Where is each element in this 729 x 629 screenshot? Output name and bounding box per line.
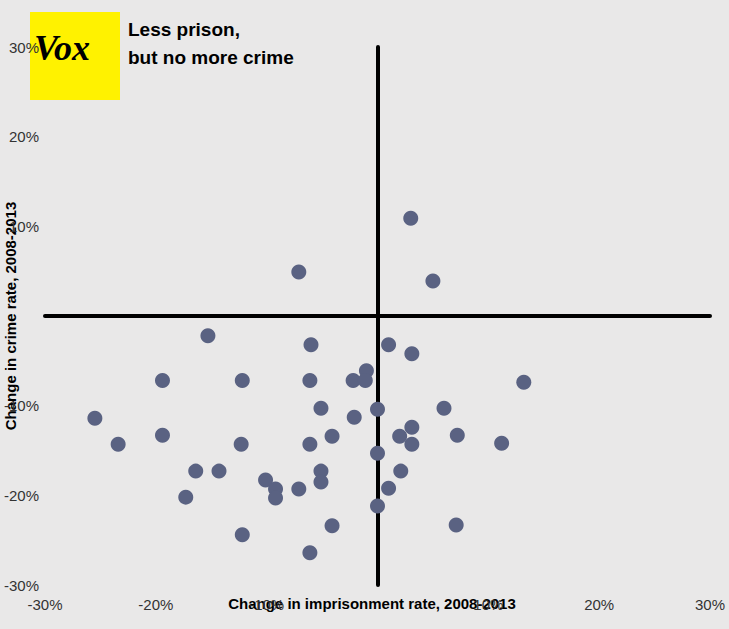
svg-text:30%: 30% (695, 596, 725, 613)
svg-text:Change in crime rate, 2008-201: Change in crime rate, 2008-2013 (2, 202, 19, 430)
svg-text:Vox: Vox (34, 28, 90, 68)
svg-text:-30%: -30% (27, 596, 62, 613)
svg-text:20%: 20% (584, 596, 614, 613)
svg-text:-10%: -10% (249, 596, 284, 613)
svg-text:-10%: -10% (4, 397, 39, 414)
svg-text:10%: 10% (473, 596, 503, 613)
svg-text:but no more crime: but no more crime (128, 47, 294, 68)
svg-text:10%: 10% (9, 218, 39, 235)
svg-text:Less prison,: Less prison, (128, 19, 240, 40)
svg-text:-30%: -30% (4, 577, 39, 594)
svg-text:20%: 20% (9, 128, 39, 145)
svg-text:30%: 30% (9, 39, 39, 56)
svg-text:-20%: -20% (4, 487, 39, 504)
svg-text:-20%: -20% (138, 596, 173, 613)
